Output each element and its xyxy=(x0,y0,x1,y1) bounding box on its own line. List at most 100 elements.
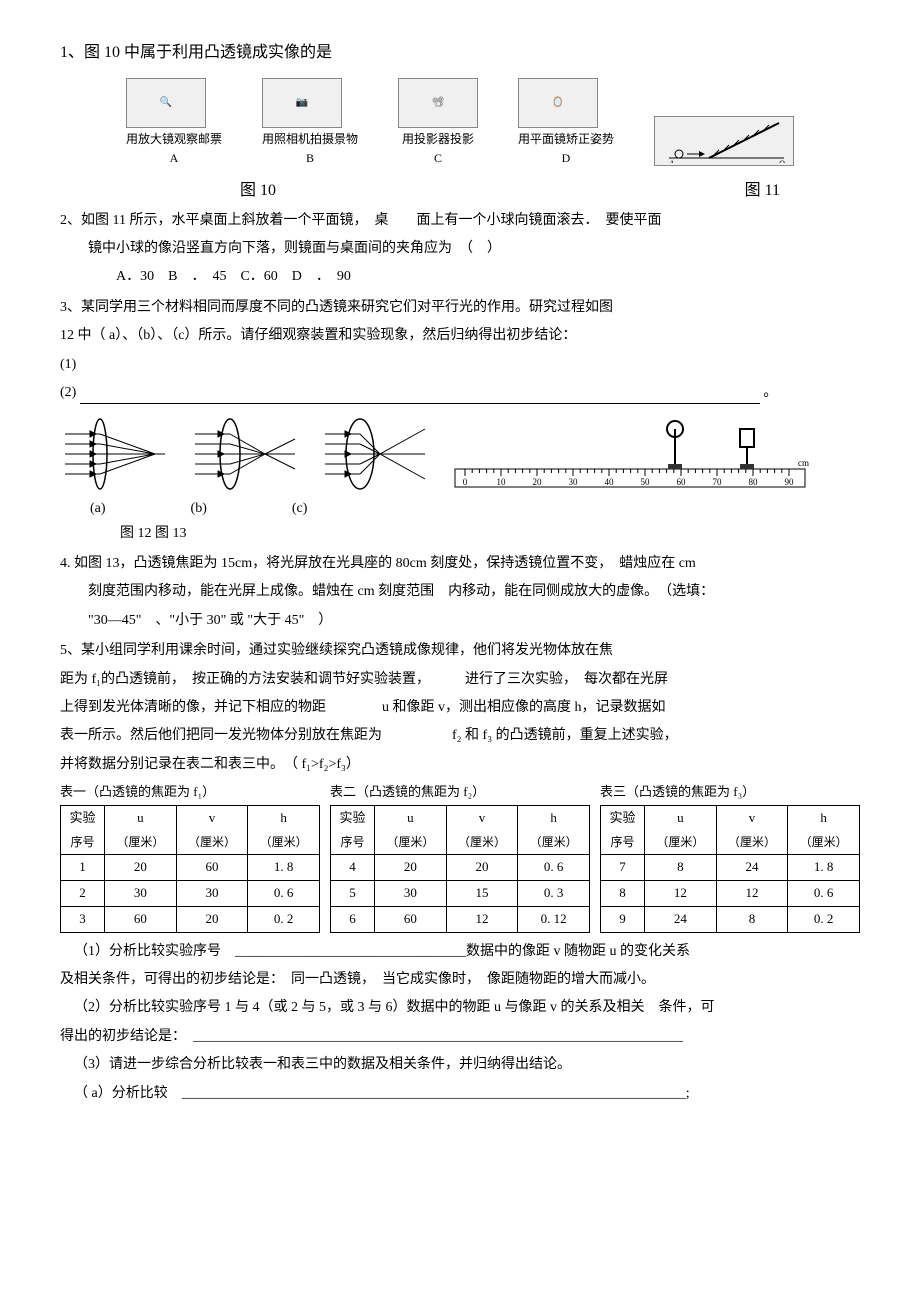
fig-c-label: C xyxy=(398,149,478,168)
col-header: h xyxy=(518,806,590,831)
col-header-unit: （厘米） xyxy=(645,831,717,855)
col-header-unit: （厘米） xyxy=(518,831,590,855)
table3-caption: 表三（凸透镜的焦距为 f₃） xyxy=(600,782,860,803)
fig-d-label: D xyxy=(518,149,614,168)
sub2-line2: 得出的初步结论是： ______________________________… xyxy=(60,1026,860,1048)
fig-d-desc: 用平面镜矫正姿势 xyxy=(518,130,614,149)
tables-row: 表一（凸透镜的焦距为 f₁） 实验uvh序号（厘米）（厘米）（厘米）120601… xyxy=(60,782,860,932)
col-header-unit: （厘米） xyxy=(176,831,248,855)
q2-line1: 2、如图 11 所示，水平桌面上斜放着一个平面镜， 桌 面上有一个小球向镜面滚去… xyxy=(60,210,860,232)
col-header: v xyxy=(176,806,248,831)
q5-line2: 距为 f₁的凸透镜前， 按正确的方法安装和调节好实验装置， 进行了三次实验， 每… xyxy=(60,669,860,691)
q5-line3: 上得到发光体清晰的像，并记下相应的物距 u 和像距 v，测出相应像的高度 h，记… xyxy=(60,697,860,719)
col-header: u xyxy=(375,806,447,831)
col-header-unit: （厘米） xyxy=(716,831,788,855)
table-cell: 0. 6 xyxy=(248,881,320,907)
fig10-caption: 图 10 xyxy=(240,178,276,204)
lens-label-a: (a) xyxy=(90,498,106,520)
table-row: 360200. 2 xyxy=(61,906,320,932)
col-header: u xyxy=(105,806,177,831)
table-row: 530150. 3 xyxy=(331,881,590,907)
svg-text:0: 0 xyxy=(463,477,468,487)
sub1-line2: 及相关条件，可得出的初步结论是： 同一凸透镜， 当它成实像时， 像距随物距的增大… xyxy=(60,969,860,991)
svg-text:60: 60 xyxy=(677,477,687,487)
q1-figure-row: 🔍 用放大镜观察邮票 A 📷 用照相机拍摄景物 B 📽 用投影器投影 C 🪞 用… xyxy=(60,78,860,168)
table-cell: 0. 12 xyxy=(518,906,590,932)
q1-option-d: 🪞 用平面镜矫正姿势 D xyxy=(518,78,614,168)
table-cell: 15 xyxy=(446,881,518,907)
lens-b xyxy=(190,414,300,494)
lens-label-c: (c) xyxy=(292,498,308,520)
q3-sub1: (1) xyxy=(60,354,860,376)
fig-c-desc: 用投影器投影 xyxy=(398,130,478,149)
table-cell: 0. 2 xyxy=(788,906,860,932)
q4-line2: 刻度范围内移动，能在光屏上成像。蜡烛在 cm 刻度范围 内移动，能在同侧成放大的… xyxy=(60,581,860,603)
q1-option-a: 🔍 用放大镜观察邮票 A xyxy=(126,78,222,168)
table-cell: 30 xyxy=(375,881,447,907)
col-header: h xyxy=(248,806,320,831)
fig-a-desc: 用放大镜观察邮票 xyxy=(126,130,222,149)
table-cell: 4 xyxy=(331,855,375,881)
col-header-unit: 序号 xyxy=(601,831,645,855)
q1-fig11: A O xyxy=(654,116,794,168)
table-cell: 0. 2 xyxy=(248,906,320,932)
table-cell: 2 xyxy=(61,881,105,907)
mirror-diagram: A O xyxy=(659,118,789,163)
col-header: 实验 xyxy=(61,806,105,831)
q4-line3: "30—45" 、"小于 30" 或 "大于 45" ） xyxy=(60,610,860,632)
q1-option-b: 📷 用照相机拍摄景物 B xyxy=(262,78,358,168)
table2-caption: 表二（凸透镜的焦距为 f₂） xyxy=(330,782,590,803)
sub3-line2: （ a）分析比较 _______________________________… xyxy=(60,1083,860,1105)
fig-b-desc: 用照相机拍摄景物 xyxy=(262,130,358,149)
col-header: v xyxy=(446,806,518,831)
col-header-unit: （厘米） xyxy=(105,831,177,855)
table-row: 230300. 6 xyxy=(61,881,320,907)
fig-a-icon: 🔍 xyxy=(126,78,206,128)
ruler-diagram: 0102030405060708090 cm xyxy=(450,414,860,494)
fig11-caption: 图 11 xyxy=(745,178,780,204)
table2: 实验uvh序号（厘米）（厘米）（厘米）420200. 6530150. 3660… xyxy=(330,805,590,933)
svg-text:40: 40 xyxy=(605,477,615,487)
q3-sub2-label: (2) xyxy=(60,385,76,400)
table-row: 92480. 2 xyxy=(601,906,860,932)
lens-a xyxy=(60,414,170,494)
q5-line5: 并将数据分别记录在表二和表三中。 （ f₁>f₂>f₃） xyxy=(60,754,860,776)
table-row: 812120. 6 xyxy=(601,881,860,907)
col-header: v xyxy=(716,806,788,831)
q2-line2: 镜中小球的像沿竖直方向下落，则镜面与桌面间的夹角应为 （ ） xyxy=(60,238,860,260)
table-row: 78241. 8 xyxy=(601,855,860,881)
col-header-unit: （厘米） xyxy=(375,831,447,855)
table-cell: 0. 3 xyxy=(518,881,590,907)
table3: 实验uvh序号（厘米）（厘米）（厘米）78241. 8812120. 69248… xyxy=(600,805,860,933)
svg-text:10: 10 xyxy=(497,477,507,487)
q2-options: A．30 B ． 45 C．60 D ． 90 xyxy=(60,266,860,288)
sub3-line1: （3）请进一步综合分析比较表一和表三中的数据及相关条件，并归纳得出结论。 xyxy=(60,1054,860,1076)
col-header-unit: 序号 xyxy=(61,831,105,855)
sub2-line1: （2）分析比较实验序号 1 与 4（或 2 与 5，或 3 与 6）数据中的物距… xyxy=(60,997,860,1019)
fig-b-icon: 📷 xyxy=(262,78,342,128)
table-cell: 12 xyxy=(645,881,717,907)
q5-line4: 表一所示。然后他们把同一发光物体分别放在焦距为 f₂ 和 f₃ 的凸透镜前，重复… xyxy=(60,725,860,747)
fig-d-icon: 🪞 xyxy=(518,78,598,128)
table-cell: 20 xyxy=(105,855,177,881)
svg-text:80: 80 xyxy=(749,477,759,487)
svg-text:50: 50 xyxy=(641,477,651,487)
fig-caption-row: 图 10 图 11 xyxy=(60,178,860,204)
fig-a-label: A xyxy=(126,149,222,168)
col-header: 实验 xyxy=(331,806,375,831)
svg-text:90: 90 xyxy=(785,477,795,487)
svg-text:O: O xyxy=(779,159,785,163)
table-row: 420200. 6 xyxy=(331,855,590,881)
table1-caption: 表一（凸透镜的焦距为 f₁） xyxy=(60,782,320,803)
table1: 实验uvh序号（厘米）（厘米）（厘米）120601. 8230300. 6360… xyxy=(60,805,320,933)
q5-line1: 5、某小组同学利用课余时间，通过实验继续探究凸透镜成像规律，他们将发光物体放在焦 xyxy=(60,640,860,662)
table-row: 660120. 12 xyxy=(331,906,590,932)
q3-sub1-label: (1) xyxy=(60,357,76,372)
table-cell: 12 xyxy=(446,906,518,932)
lens-c xyxy=(320,414,430,494)
q3-blank[interactable] xyxy=(80,388,760,405)
table-cell: 20 xyxy=(446,855,518,881)
lens-diagram-row: 0102030405060708090 cm xyxy=(60,414,860,494)
table-cell: 20 xyxy=(176,906,248,932)
fig-c-icon: 📽 xyxy=(398,78,478,128)
